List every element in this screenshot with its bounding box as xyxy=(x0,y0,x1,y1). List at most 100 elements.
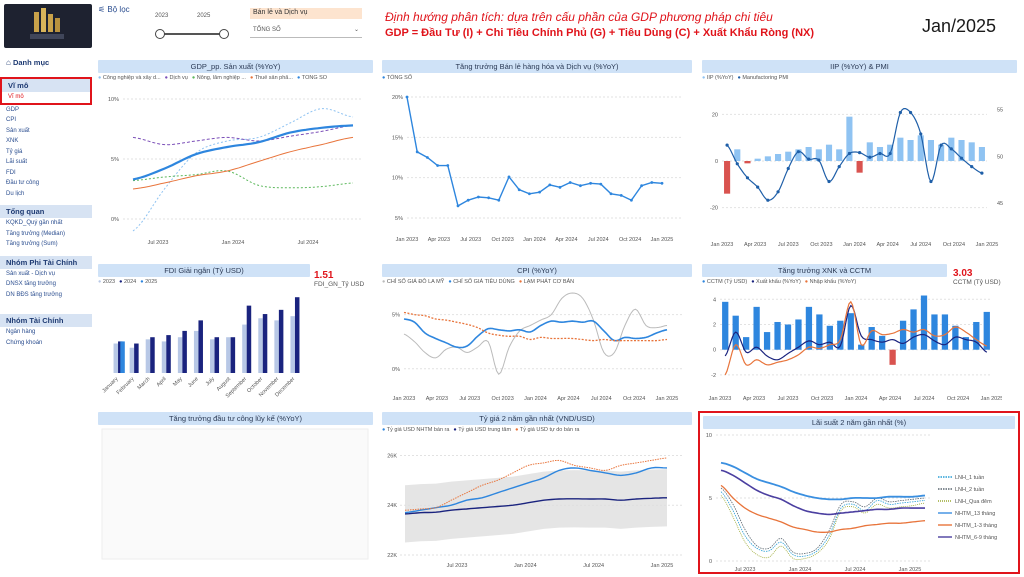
gdp-panel: GDP_pp. Sản xuất (%YoY) ● Công nghiệp và… xyxy=(98,60,373,255)
retail-panel: Tăng trưởng Bán lẻ hàng hóa và Dịch vụ (… xyxy=(382,60,692,255)
legend-dot-icon: ● xyxy=(140,279,146,285)
xnk-panel: Tăng trưởng XNK và CCTM ● CCTM (Tỷ USD) ●… xyxy=(702,264,1003,409)
logo-graphic xyxy=(30,8,64,39)
gdp-chart: 0% 5% 10% Jul 2023 Jan 2024 Jul 2024 xyxy=(108,97,363,246)
retail-chart: 5% 10% 15% 20% Jan 2023 Apr 2023 Jul 2023 Oct 2… xyxy=(392,95,682,243)
sidebar-item-sum[interactable]: Tăng trưởng (Sum) xyxy=(6,241,58,247)
sidebar-item-san-xuat[interactable]: Sản xuất xyxy=(6,127,30,134)
xnk-bar xyxy=(774,321,781,350)
retail-point xyxy=(640,184,643,188)
sidebar-item-du-lich[interactable]: Du lịch xyxy=(6,190,25,197)
legend-dot-icon: ● xyxy=(382,427,387,433)
sidebar-item-dn-bds[interactable]: DN BĐS tăng trưởng xyxy=(6,291,62,298)
sidebar-item-gdp[interactable]: GDP xyxy=(6,106,20,113)
cpi-legend-item[interactable]: ● CHỈ SỐ GIÁ TIÊU DÙNG xyxy=(448,279,515,285)
gdp-legend-item[interactable]: ● Thuế sản phẩ... xyxy=(250,75,293,81)
gdp-legend-item[interactable]: ● Nông, lâm nghiệp ... xyxy=(192,75,246,81)
fx-band-area xyxy=(405,469,667,543)
fx-legend-item[interactable]: ● Tỷ giá USD NHTM bán ra xyxy=(382,427,449,433)
legend-label: CCTM (Tỷ USD) xyxy=(706,279,748,285)
fx-legend-item[interactable]: ● Tỷ giá USD tự do bán ra xyxy=(515,427,579,433)
sidebar-item-cpi[interactable]: CPI xyxy=(6,117,17,123)
xnk-kpi-label: CCTM (Tỷ USD) xyxy=(953,279,1001,286)
legend-label: Tỷ giá USD trung tâm xyxy=(458,427,512,433)
fdi-x-tick-label: May xyxy=(172,376,184,388)
retail-point xyxy=(599,182,603,186)
legend-label: Dịch vụ xyxy=(169,75,188,81)
sidebar-item-median[interactable]: Tăng trưởng (Median) xyxy=(6,230,65,237)
cpi-x-tick-label: Jan 2023 xyxy=(393,396,416,402)
slider-handle-start[interactable] xyxy=(155,29,165,39)
xnk-legend-item[interactable]: ● CCTM (Tỷ USD) xyxy=(702,279,747,285)
xnk-bar xyxy=(795,319,802,350)
sidebar-item-sx-dv[interactable]: Sản xuất - Dịch vụ xyxy=(6,270,56,277)
gdp-series-line xyxy=(132,124,354,146)
retail-chart-title: Tăng trưởng Bán lẻ hàng hóa và Dịch vụ (… xyxy=(382,60,692,73)
year-range-slider[interactable] xyxy=(155,29,229,39)
sidebar-item-ty-gia[interactable]: Tỷ giá xyxy=(6,148,23,155)
fx-panel: Tỷ giá 2 năm gần nhất (VND/USD) ● Tỷ giá… xyxy=(382,412,692,572)
fdi-kpi-value: 1.51 xyxy=(314,270,334,281)
iip-bar xyxy=(846,116,853,161)
sidebar-item-lai-suat[interactable]: Lãi suất xyxy=(6,159,28,165)
sidebar-item-dnsx[interactable]: DNSX tăng trưởng xyxy=(6,281,56,287)
iip-x-tick-label: Jul 2023 xyxy=(778,242,799,248)
fx-legend-item[interactable]: ● Tỷ giá USD trung tâm xyxy=(453,427,511,433)
sidebar-item-xnk[interactable]: XNK xyxy=(6,138,19,144)
sidebar-item-vi-mo[interactable]: Vĩ mô xyxy=(8,94,24,100)
sidebar-item-dau-tu-cong[interactable]: Đầu tư công xyxy=(6,180,40,186)
fdi-legend-item[interactable]: ● 2024 xyxy=(119,279,136,285)
slider-handle-end[interactable] xyxy=(219,29,229,39)
xnk-bar xyxy=(889,349,896,365)
gdp-chart-title: GDP_pp. Sản xuất (%YoY) xyxy=(98,60,373,73)
fx-x-tick-label: Jul 2023 xyxy=(447,563,468,569)
iip-legend-item[interactable]: ● Manufactoring PMI xyxy=(737,75,788,81)
cpi-legend-item[interactable]: ● LẠM PHÁT CƠ BẢN xyxy=(519,279,574,285)
sidebar-item-chung-khoan[interactable]: Chứng khoán xyxy=(6,339,43,346)
gdp-legend-item[interactable]: ● Công nghiệp và xây d... xyxy=(98,75,161,81)
iip-x-tick-label: Jan 2025 xyxy=(976,242,999,248)
iip-bar xyxy=(734,149,741,161)
iip-y-tick-label: -20 xyxy=(710,206,718,212)
pmi-point xyxy=(908,110,913,115)
gdp-legend-item[interactable]: ● Dịch vụ xyxy=(165,75,188,81)
fx-y-tick-label: 22K xyxy=(387,553,397,559)
xnk-bar xyxy=(753,306,760,350)
retail-x-tick-label: Apr 2024 xyxy=(555,237,577,243)
legend-label: TỔNG SỐ xyxy=(386,75,413,81)
filter-label[interactable]: ⚟ Bộ lọc xyxy=(98,5,130,14)
cpi-legend-item[interactable]: ● CHỈ SỐ GIÁ ĐÔ LA MỸ xyxy=(382,279,444,285)
xnk-x-tick-label: Apr 2023 xyxy=(743,396,765,402)
xnk-bar xyxy=(868,327,875,350)
import-line xyxy=(724,300,987,376)
legend-label: Nhập khẩu (%YoY) xyxy=(809,279,857,285)
fdi-legend-item[interactable]: ● 2023 xyxy=(98,279,115,285)
retail-point xyxy=(528,192,531,196)
pmi-point xyxy=(725,143,729,147)
gdp-legend-item[interactable]: ● TỔNG SỐ xyxy=(297,75,327,81)
fdi-legend-item[interactable]: ● 2025 xyxy=(140,279,157,285)
retail-y-tick-label: 20% xyxy=(392,95,403,101)
sidebar-item-ngan-hang[interactable]: Ngân hàng xyxy=(6,329,36,335)
legend-dot-icon: ● xyxy=(515,427,520,433)
retail-legend-item[interactable]: ● TỔNG SỐ xyxy=(382,75,412,81)
xnk-x-tick-label: Jul 2024 xyxy=(914,396,935,402)
fdi-bar xyxy=(274,320,279,373)
cpi-legend: ● CHỈ SỐ GIÁ ĐÔ LA MỸ ● CHỈ SỐ GIÁ TIÊU D… xyxy=(382,279,692,285)
fdi-bar xyxy=(120,341,125,373)
pmi-point xyxy=(817,158,821,162)
rates-legend-label: LNH_Qua đêm xyxy=(955,499,992,505)
sidebar-item-kqkd[interactable]: KQKD_Quý gần nhất xyxy=(6,220,63,226)
pmi-point xyxy=(949,147,953,151)
iip-legend-item[interactable]: ● IIP (%YoY) xyxy=(702,75,733,81)
cpi-panel: CPI (%YoY) ● CHỈ SỐ GIÁ ĐÔ LA MỸ ● CHỈ SỐ… xyxy=(382,264,692,409)
category-dropdown[interactable]: TỔNG SỐ ⌄ xyxy=(250,24,362,38)
retail-x-tick-label: Jan 2024 xyxy=(523,237,546,243)
xnk-legend-item[interactable]: ● Xuất khẩu (%YoY) xyxy=(751,279,801,285)
xnk-x-tick-label: Oct 2024 xyxy=(947,396,969,402)
legend-label: Thuế sản phẩ... xyxy=(254,75,293,81)
xnk-bar xyxy=(899,320,907,350)
gdp-series-line xyxy=(132,136,354,190)
xnk-legend-item[interactable]: ● Nhập khẩu (%YoY) xyxy=(805,279,856,285)
sidebar-item-fdi[interactable]: FDI xyxy=(6,169,16,176)
